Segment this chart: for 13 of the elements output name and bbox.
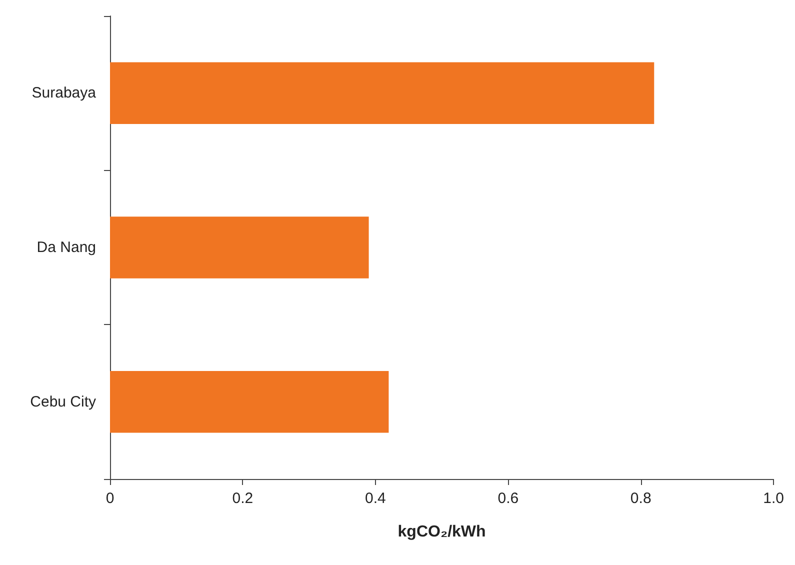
x-tick-label: 0.4: [365, 490, 386, 507]
bar: [110, 370, 389, 433]
x-tick-label: 0.6: [498, 490, 519, 507]
bar: [110, 216, 369, 278]
x-tick-label: 0.2: [232, 490, 254, 507]
y-tick-label: Cebu City: [30, 393, 96, 410]
y-tick-label: Da Nang: [36, 239, 96, 256]
x-tick-label: 0: [106, 490, 114, 507]
bar: [110, 62, 654, 124]
x-tick-label: 0.8: [630, 490, 652, 507]
y-tick-label: Surabaya: [32, 84, 97, 102]
x-tick-label: 1.0: [763, 490, 784, 507]
x-axis-title: kgCO₂/kWh: [398, 524, 486, 540]
